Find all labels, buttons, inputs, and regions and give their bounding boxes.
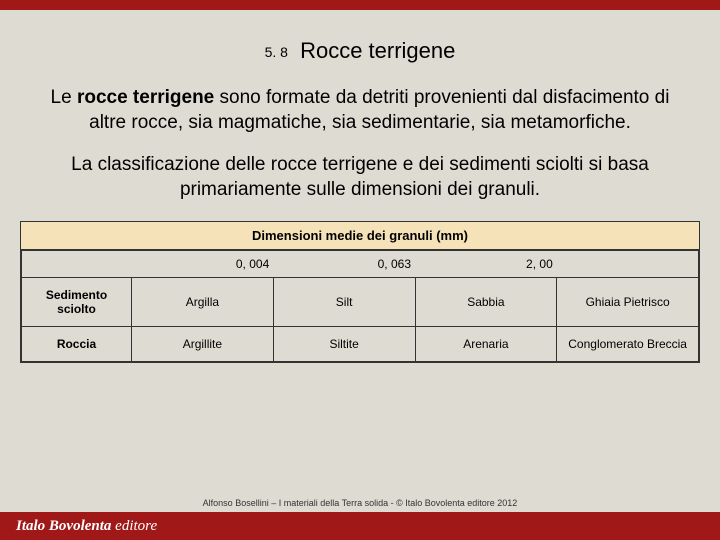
paragraph-2: La classificazione delle rocce terrigene… <box>40 153 680 202</box>
section-number: 5. 8 <box>265 44 288 60</box>
table-cell: Argillite <box>132 326 274 361</box>
scale-value: 0, 004 <box>132 250 274 277</box>
table-cell: Ghiaia Pietrisco <box>557 277 699 326</box>
title-text: Rocce terrigene <box>300 38 455 63</box>
top-accent-bar <box>0 0 720 10</box>
row-label: Roccia <box>22 326 132 361</box>
credit-line: Alfonso Bosellini – I materiali della Te… <box>0 498 720 508</box>
paragraph-1: Le rocce terrigene sono formate da detri… <box>40 86 680 135</box>
table-cell: Arenaria <box>415 326 557 361</box>
slide-content: 5. 8 Rocce terrigene Le rocce terrigene … <box>0 10 720 203</box>
grain-size-table: Dimensioni medie dei granuli (mm) 0, 004… <box>20 221 700 363</box>
table-cell: Siltite <box>273 326 415 361</box>
table-cell: Silt <box>273 277 415 326</box>
scale-value: 0, 063 <box>273 250 415 277</box>
slide-title: 5. 8 Rocce terrigene <box>40 38 680 64</box>
scale-row: 0, 004 0, 063 2, 00 <box>22 250 699 277</box>
table-row: Roccia Argillite Siltite Arenaria Conglo… <box>22 326 699 361</box>
table-cell: Sabbia <box>415 277 557 326</box>
table-row: Sedimento sciolto Argilla Silt Sabbia Gh… <box>22 277 699 326</box>
bottom-bar: Italo Bovolenta editore <box>0 512 720 540</box>
table-cell: Conglomerato Breccia <box>557 326 699 361</box>
data-table: 0, 004 0, 063 2, 00 Sedimento sciolto Ar… <box>21 250 699 362</box>
table-title: Dimensioni medie dei granuli (mm) <box>21 222 699 250</box>
term-bold: rocce terrigene <box>77 87 214 108</box>
scale-value: 2, 00 <box>415 250 557 277</box>
row-label: Sedimento sciolto <box>22 277 132 326</box>
table-cell: Argilla <box>132 277 274 326</box>
publisher-logo: Italo Bovolenta editore <box>16 518 157 535</box>
